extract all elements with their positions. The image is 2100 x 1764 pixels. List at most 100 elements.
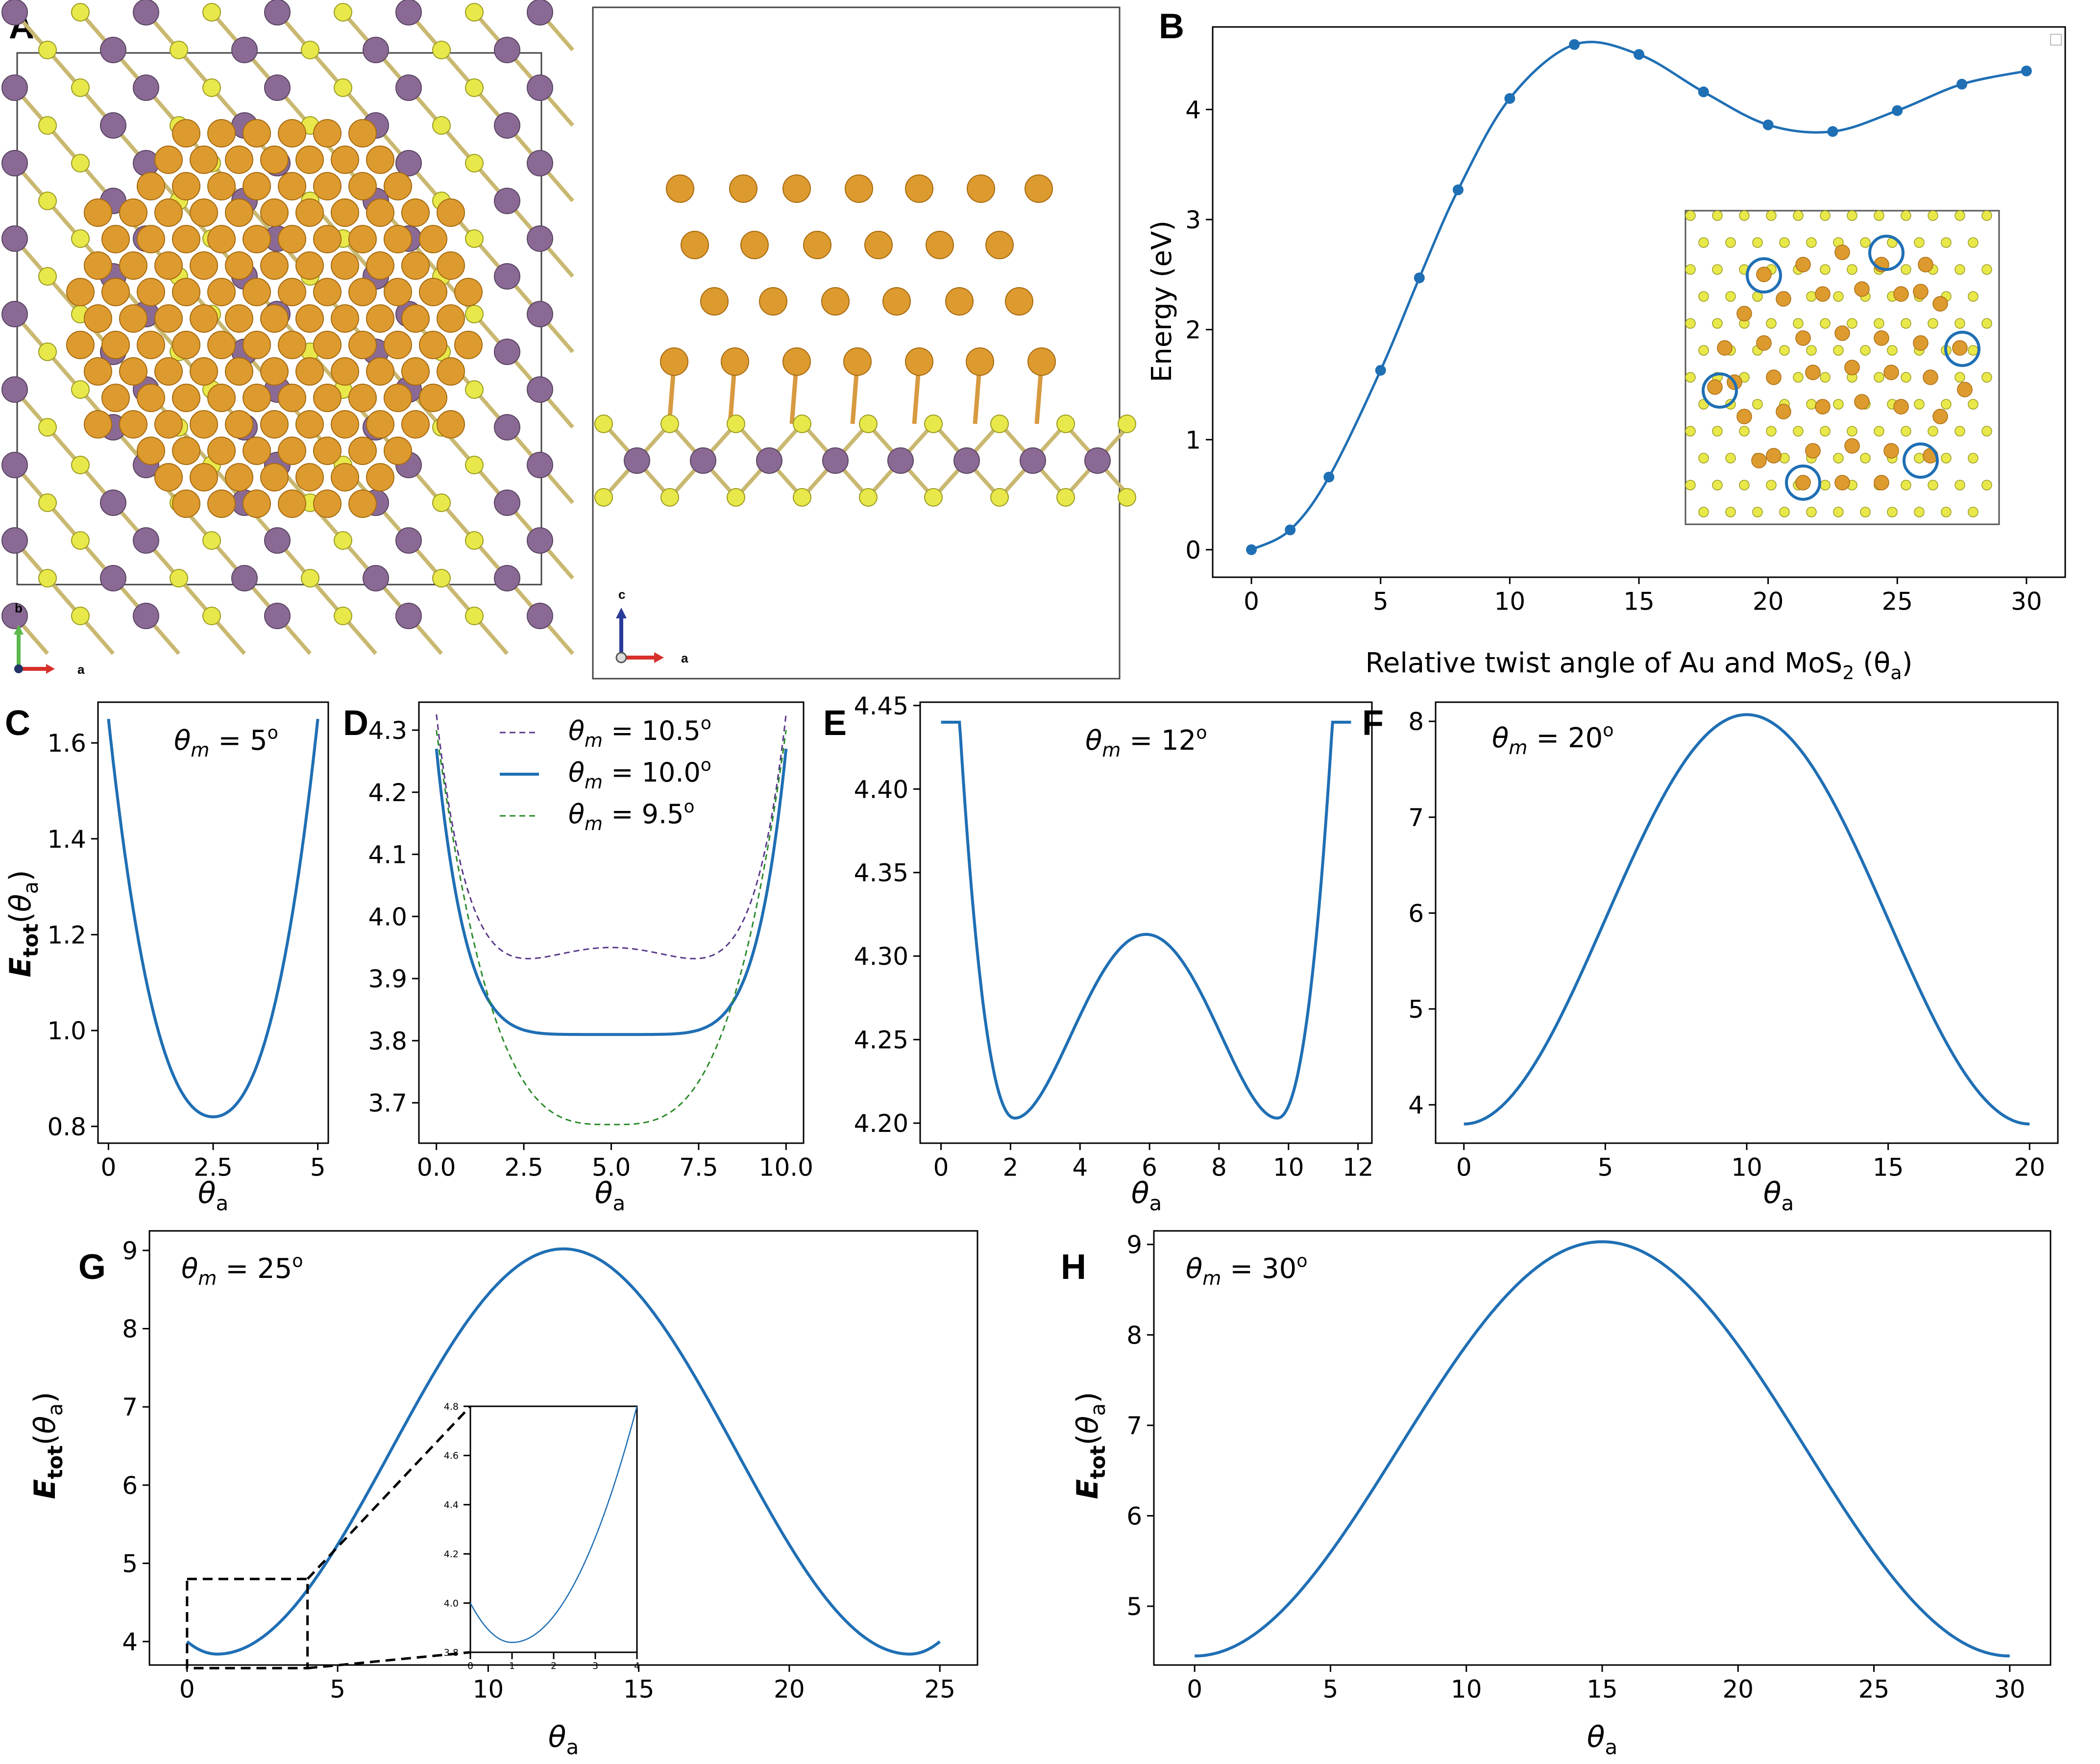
au-atom [700,287,729,316]
au-atom [366,304,394,333]
x-tick-label: 6 [1142,1153,1157,1182]
x-tick-label: 15 [1623,588,1655,616]
au-atom [1932,296,1948,312]
s-atom [1901,264,1911,275]
au-atom [1913,335,1929,351]
mo-atom [953,447,980,474]
s-atom [1752,507,1763,517]
au-atom [137,172,165,200]
mo-atom [624,447,650,474]
au-atom [882,287,911,316]
au-atom [401,304,430,333]
au-atom [740,231,769,259]
au-atom [243,278,271,306]
s-atom [1806,291,1817,302]
s-atom [1914,507,1925,517]
s-atom [924,415,943,433]
au-atom [1952,340,1968,356]
s-atom [1968,507,1978,517]
chart-G-inset: 0 1 2 3 4 3.8 4.0 4.2 4.4 4.6 4.8 [444,1401,640,1671]
au-atom [295,304,324,333]
s-atom [1887,507,1898,517]
data-point [1414,272,1425,284]
x-tick-label: 20 [1722,1675,1754,1704]
au-atom [207,119,236,147]
s-atom [334,3,352,22]
data-point [2021,65,2032,76]
s-atom [660,415,679,433]
s-atom [1793,426,1804,437]
y-tick-label: 9 [122,1237,138,1265]
x-axis-label: θa [548,1720,579,1759]
s-atom [38,569,57,588]
s-atom [202,531,221,550]
au-atom [1756,267,1772,282]
x-tick-label: 0 [467,1661,473,1671]
au-atom [1756,335,1772,351]
s-atom [1766,480,1777,490]
series-line [1195,1240,2010,1658]
mo-atom [264,74,291,101]
s-atom [432,493,451,512]
s-atom [1833,291,1844,302]
x-tick-label: 0 [1187,1675,1202,1704]
structure-side-view: ca [592,6,1136,680]
au-atom [190,198,218,227]
y-tick-label: 1 [1185,426,1201,454]
s-atom [1860,453,1871,464]
s-atom [990,488,1009,507]
au-atom [331,198,359,227]
au-atom [190,357,218,386]
y-tick-label: 8 [1408,708,1424,736]
au-atom [1795,257,1811,272]
s-atom [1833,399,1844,410]
au-atom [313,490,342,518]
au-atom [84,304,112,333]
s-atom [1685,264,1696,275]
y-tick-label: 3.8 [368,1027,407,1055]
au-atom [207,384,236,412]
s-atom [1820,210,1831,221]
mo-atom [100,490,126,516]
au-atom [119,304,147,333]
s-atom [1968,345,1978,356]
s-atom [38,343,57,361]
au-atom [313,119,342,147]
x-tick-label: 7.5 [679,1153,718,1182]
s-atom [1968,399,1978,410]
mo-atom [100,112,126,139]
y-axis-label: Energy (eV) [1146,220,1178,382]
s-atom [1685,318,1696,329]
au-atom [1874,330,1889,346]
au-atom [225,463,253,491]
au-atom [782,347,811,376]
au-atom [454,331,483,359]
mo-atom [1,301,28,327]
chart-C: 0 2.5 5 0.8 1.0 1.2 1.4 1.6 θm = 5o Etot(θa) θa [3,701,329,1215]
legend-box [2050,34,2062,46]
s-atom [1901,426,1911,437]
au-atom [1844,360,1860,375]
au-atom [172,384,200,412]
s-atom [1698,507,1709,517]
mo-atom [527,603,553,629]
s-atom [1981,372,1992,383]
au-atom [348,331,377,359]
au-atom [331,410,359,439]
y-tick-label: 4 [1408,1091,1424,1120]
au-atom [366,463,394,491]
au-atom [1834,475,1850,490]
mo-atom [264,0,291,25]
mo-atom [494,188,520,214]
c-axis-head [616,608,627,618]
s-atom [465,305,484,323]
x-axis-label: θa [1587,1720,1617,1759]
s-atom [71,229,90,248]
s-atom [1118,415,1136,433]
au-atom [278,119,306,147]
s-atom [1766,426,1777,437]
s-atom [727,415,745,433]
au-atom [101,278,130,306]
au-atom [172,278,200,306]
